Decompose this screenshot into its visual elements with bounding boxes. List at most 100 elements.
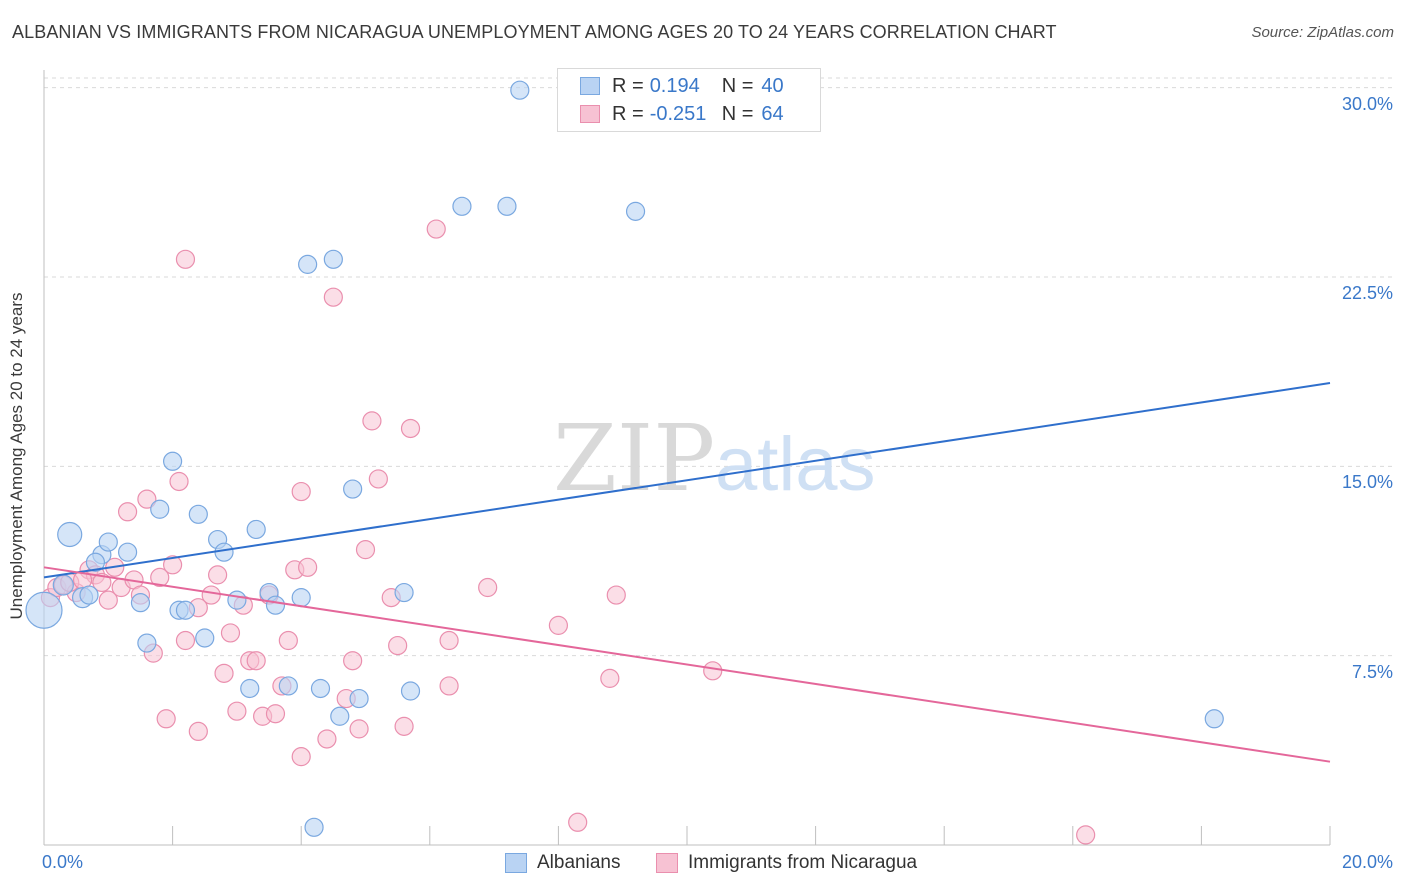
nicaragua-point xyxy=(355,540,376,560)
nicaragua-point xyxy=(220,623,241,643)
legend-item-albanians[interactable]: Albanians xyxy=(505,852,620,874)
albanian-point xyxy=(57,521,83,548)
legend-n-value: 40 xyxy=(761,74,784,97)
albanian-point xyxy=(214,542,234,562)
watermark-zip: ZIP xyxy=(553,405,715,512)
series-nicaragua-points xyxy=(40,219,1096,845)
legend-n-value: 64 xyxy=(761,102,784,125)
nicaragua-point xyxy=(323,287,343,307)
nicaragua-point xyxy=(343,651,363,671)
albanian-point xyxy=(163,451,183,471)
albanian-point xyxy=(150,499,170,519)
series-legend: Albanians Immigrants from Nicaragua xyxy=(0,852,1406,878)
albanian-point xyxy=(137,633,157,653)
albanian-point xyxy=(278,676,298,696)
albanian-point xyxy=(304,817,324,837)
albanian-point xyxy=(291,588,311,608)
legend-n-label: N = xyxy=(721,102,754,125)
legend-n-label: N = xyxy=(721,74,754,97)
albanian-point xyxy=(1204,709,1224,729)
source-credit: Source: ZipAtlas.com xyxy=(1251,24,1394,41)
legend-row-nicaragua: R = -0.251 N = 64 xyxy=(580,101,833,127)
legend-row-albanians: R = 0.194 N = 40 xyxy=(580,73,833,99)
correlation-legend: R = 0.194 N = 40 R = -0.251 N = 64 xyxy=(557,68,821,132)
nicaragua-point xyxy=(400,418,421,439)
legend-swatch-albanians xyxy=(580,77,600,95)
legend-r-label: R = xyxy=(612,102,644,125)
nicaragua-point xyxy=(600,668,620,688)
x-tick-label-min: 0.0% xyxy=(42,852,84,872)
nicaragua-point xyxy=(439,630,459,651)
albanian-point xyxy=(85,552,106,572)
nicaragua-point xyxy=(265,704,286,724)
nicaragua-point xyxy=(188,721,208,742)
albanian-point xyxy=(298,254,318,274)
legend-swatch-albanians xyxy=(505,853,527,873)
nicaragua-point xyxy=(439,676,459,696)
albanian-point xyxy=(188,504,208,524)
nicaragua-point xyxy=(298,557,318,577)
albanian-point xyxy=(52,574,74,596)
nicaragua-point xyxy=(568,812,588,832)
nicaragua-point xyxy=(227,701,247,721)
albanian-point xyxy=(130,593,151,613)
nicaragua-point xyxy=(163,555,183,575)
albanian-point xyxy=(452,196,472,216)
grid-lines xyxy=(44,77,1392,657)
nicaragua-point xyxy=(291,747,311,767)
nicaragua-point xyxy=(349,719,369,739)
legend-swatch-nicaragua xyxy=(656,853,678,873)
y-tick-label: 22.5% xyxy=(1341,283,1393,303)
albanian-point xyxy=(25,591,63,629)
albanian-point xyxy=(343,479,363,499)
nicaragua-point xyxy=(394,716,414,736)
y-tick-label: 30.0% xyxy=(1341,93,1393,114)
albanian-point xyxy=(79,585,99,605)
nicaragua-point xyxy=(214,663,234,683)
albanian-point xyxy=(265,595,286,615)
nicaragua-point xyxy=(175,249,196,269)
trend-lines xyxy=(43,382,1331,763)
albanian-point xyxy=(497,196,517,216)
legend-r-value: 0.194 xyxy=(649,74,700,97)
nicaragua-point xyxy=(703,661,723,681)
nicaragua-point xyxy=(1076,825,1096,845)
nicaragua-point xyxy=(169,471,189,492)
nicaragua-point xyxy=(201,585,221,605)
y-axis-label: Unemployment Among Ages 20 to 24 years xyxy=(7,292,26,620)
trend-line-albanians xyxy=(43,382,1331,579)
albanian-point xyxy=(227,590,247,610)
legend-label-nicaragua: Immigrants from Nicaragua xyxy=(688,852,918,873)
nicaragua-point xyxy=(291,481,311,502)
albanian-point xyxy=(175,600,196,620)
y-tick-label: 7.5% xyxy=(1351,661,1393,682)
albanian-point xyxy=(510,80,530,100)
albanian-point xyxy=(117,542,138,562)
trend-line-nicaragua xyxy=(43,566,1331,763)
albanian-point xyxy=(394,582,414,603)
legend-item-nicaragua[interactable]: Immigrants from Nicaragua xyxy=(656,852,917,874)
nicaragua-point xyxy=(92,572,112,593)
albanian-point xyxy=(246,519,266,540)
albanian-point xyxy=(349,688,369,709)
albanian-point xyxy=(310,678,331,699)
albanian-point xyxy=(240,678,260,699)
legend-r-label: R = xyxy=(612,74,644,97)
albanian-point xyxy=(625,201,646,221)
nicaragua-point xyxy=(548,615,569,635)
axes xyxy=(43,70,1331,846)
albanian-point xyxy=(323,249,343,269)
nicaragua-point xyxy=(317,729,337,749)
nicaragua-point xyxy=(150,567,170,588)
nicaragua-point xyxy=(606,585,626,605)
nicaragua-point xyxy=(246,651,266,671)
legend-label-albanians: Albanians xyxy=(537,852,621,873)
nicaragua-point xyxy=(208,565,228,585)
nicaragua-point xyxy=(156,709,176,729)
nicaragua-point xyxy=(175,630,196,651)
nicaragua-point xyxy=(278,630,298,651)
albanian-point xyxy=(400,681,421,701)
chart-title: ALBANIAN VS IMMIGRANTS FROM NICARAGUA UN… xyxy=(12,22,1057,42)
nicaragua-point xyxy=(368,469,388,489)
